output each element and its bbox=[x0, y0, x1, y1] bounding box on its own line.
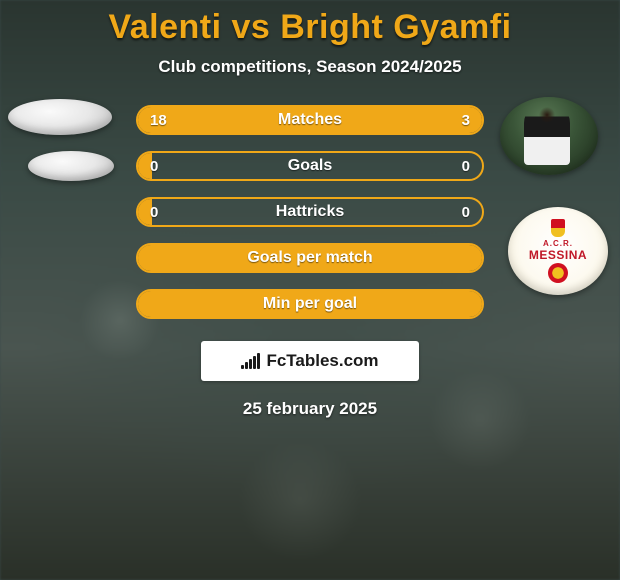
stat-fill-left bbox=[138, 107, 403, 133]
stat-label: Goals bbox=[288, 157, 332, 175]
content-container: Valenti vs Bright Gyamfi Club competitio… bbox=[0, 0, 620, 580]
season-subtitle: Club competitions, Season 2024/2025 bbox=[158, 57, 461, 77]
stat-row-goals: 0 Goals 0 bbox=[136, 151, 484, 181]
badge-main-text: MESSINA bbox=[529, 248, 587, 262]
stat-row-hattricks: 0 Hattricks 0 bbox=[136, 197, 484, 227]
stat-label: Min per goal bbox=[263, 295, 357, 313]
player1-avatar-placeholder bbox=[8, 99, 112, 135]
badge-top-text: A.C.R. bbox=[543, 239, 573, 248]
stat-right-value: 0 bbox=[462, 204, 470, 221]
stat-label: Goals per match bbox=[247, 249, 372, 267]
stat-bars: 18 Matches 3 0 Goals 0 0 Hattricks 0 G bbox=[136, 105, 484, 319]
attribution-text: FcTables.com bbox=[266, 351, 378, 371]
stat-row-goals-per-match: Goals per match bbox=[136, 243, 484, 273]
stat-row-matches: 18 Matches 3 bbox=[136, 105, 484, 135]
player2-avatar bbox=[500, 97, 598, 175]
date-text: 25 february 2025 bbox=[0, 399, 620, 419]
comparison-title: Valenti vs Bright Gyamfi bbox=[108, 8, 511, 47]
badge-shield-icon bbox=[551, 219, 565, 237]
stat-left-value: 0 bbox=[150, 204, 158, 221]
stat-row-min-per-goal: Min per goal bbox=[136, 289, 484, 319]
stat-label: Matches bbox=[278, 111, 342, 129]
player2-club-badge: A.C.R. MESSINA bbox=[508, 207, 608, 295]
player1-club-placeholder bbox=[28, 151, 114, 181]
stat-right-value: 0 bbox=[462, 158, 470, 175]
stat-left-value: 18 bbox=[150, 112, 167, 129]
badge-ball-icon bbox=[548, 263, 568, 283]
attribution-badge: FcTables.com bbox=[201, 341, 419, 381]
stat-fill-right bbox=[403, 107, 482, 133]
stats-area: A.C.R. MESSINA 18 Matches 3 0 Goals 0 bbox=[0, 105, 620, 419]
stat-left-value: 0 bbox=[150, 158, 158, 175]
stat-label: Hattricks bbox=[276, 203, 344, 221]
bar-chart-icon bbox=[241, 353, 260, 369]
stat-right-value: 3 bbox=[462, 112, 470, 129]
